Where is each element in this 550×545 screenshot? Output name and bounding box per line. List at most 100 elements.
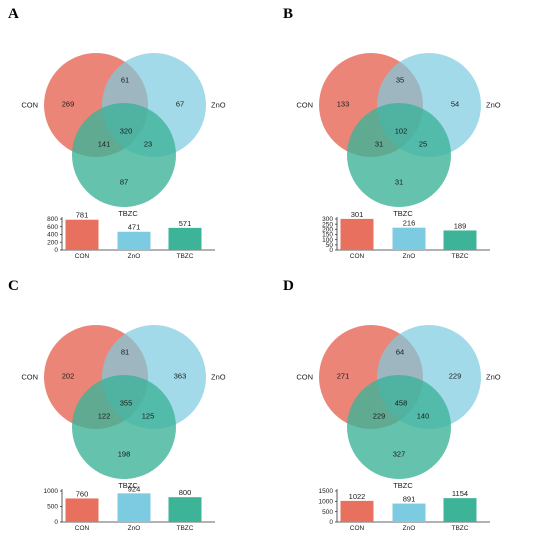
venn-circles (319, 53, 481, 207)
x-tick-label: ZnO (128, 525, 141, 532)
bar-value-label: 760 (76, 489, 89, 498)
bar-con (65, 219, 99, 250)
y-tick-label: 500 (322, 509, 333, 516)
y-tick-label: 1000 (44, 488, 59, 495)
region-count-ac: 122 (98, 412, 111, 421)
bar-zno (392, 503, 426, 522)
venn-circles (44, 325, 206, 479)
bar-chart: 0 500 1000 1500 1022 CON 891 ZnO 1154 TBZC (319, 488, 490, 532)
bar-tbzc (443, 230, 477, 250)
region-count-bc: 140 (417, 412, 430, 421)
panel-letter: C (8, 278, 19, 294)
label-tbzc: TBZC (118, 481, 138, 490)
label-con: CON (21, 373, 38, 382)
region-count-ab: 64 (396, 348, 404, 357)
x-tick-label: TBZC (177, 253, 194, 260)
bar-tbzc (443, 498, 477, 522)
y-tick-label: 600 (47, 224, 58, 231)
region-count-b-only: 54 (451, 100, 459, 109)
y-tick-label: 0 (54, 519, 58, 526)
bar-value-label: 571 (179, 219, 192, 228)
label-con: CON (21, 101, 38, 110)
circle-tbzc (72, 375, 176, 479)
venn-panel-a: A CON ZnO TBZC 269 67 87 61 141 23 320 0 200 400 600 80… (0, 0, 275, 272)
bar-zno (117, 493, 151, 522)
x-tick-label: CON (350, 253, 365, 260)
y-tick-label: 200 (47, 239, 58, 246)
x-tick-label: ZnO (403, 253, 416, 260)
panel-letter: A (8, 6, 19, 22)
label-zno: ZnO (486, 373, 501, 382)
venn-diagram: D CON ZnO TBZC 271 229 327 64 229 140 458 0 500 1000 1… (283, 278, 501, 532)
region-count-ac: 141 (98, 140, 111, 149)
region-count-a-only: 202 (62, 372, 75, 381)
x-tick-label: ZnO (128, 253, 141, 260)
bar-value-label: 216 (403, 219, 416, 228)
x-tick-label: CON (75, 253, 90, 260)
circle-tbzc (347, 103, 451, 207)
region-count-a-only: 269 (62, 100, 75, 109)
x-tick-label: CON (350, 525, 365, 532)
bar-tbzc (168, 227, 202, 250)
region-count-ab: 81 (121, 348, 129, 357)
venn-circles (319, 325, 481, 479)
region-count-abc: 458 (395, 399, 408, 408)
panel-letter: D (283, 278, 294, 294)
region-count-c-only: 327 (393, 450, 406, 459)
label-tbzc: TBZC (118, 209, 138, 218)
venn-diagram: A CON ZnO TBZC 269 67 87 61 141 23 320 020040060080… (8, 6, 226, 260)
region-count-bc: 125 (142, 412, 155, 421)
bar-zno (392, 227, 426, 250)
bar-value-label: 781 (76, 211, 89, 220)
y-tick-label: 1500 (319, 488, 334, 495)
bar-tbzc (168, 497, 202, 522)
label-zno: ZnO (211, 101, 226, 110)
venn-diagram: C CON ZnO TBZC 202 363 198 81 122 125 355 0 500 1000 7… (8, 278, 226, 532)
bar-value-label: 471 (128, 223, 141, 232)
region-count-b-only: 67 (176, 100, 184, 109)
region-count-b-only: 229 (449, 372, 462, 381)
y-tick-label: 400 (47, 232, 58, 239)
label-con: CON (296, 373, 313, 382)
region-count-bc: 25 (419, 140, 427, 149)
region-count-a-only: 133 (337, 100, 350, 109)
region-count-abc: 355 (120, 399, 133, 408)
bar-con (340, 218, 374, 250)
bar-value-label: 891 (403, 495, 416, 504)
venn-circles (44, 53, 206, 207)
region-count-c-only: 31 (395, 178, 403, 187)
bar-chart: 0 500 1000 760 CON 924 ZnO 800 TBZC (44, 484, 215, 532)
label-zno: ZnO (486, 101, 501, 110)
venn-panel-d: D CON ZnO TBZC 271 229 327 64 229 140 458 0 500 1000 1… (275, 272, 550, 544)
bar-value-label: 1022 (349, 492, 366, 501)
region-count-a-only: 271 (337, 372, 350, 381)
y-tick-label: 800 (47, 216, 58, 223)
circle-tbzc (347, 375, 451, 479)
y-tick-label: 100 (322, 237, 333, 244)
region-count-ac: 229 (373, 412, 386, 421)
bar-value-label: 924 (128, 484, 141, 493)
y-tick-label: 0 (329, 519, 333, 526)
bar-con (65, 498, 99, 522)
bar-value-label: 189 (454, 221, 467, 230)
region-count-c-only: 87 (120, 178, 128, 187)
label-con: CON (296, 101, 313, 110)
region-count-ac: 31 (375, 140, 383, 149)
region-count-ab: 61 (121, 76, 129, 85)
y-tick-label: 1000 (319, 499, 334, 506)
y-tick-label: 500 (47, 504, 58, 511)
y-tick-label: 300 (322, 216, 333, 223)
bar-zno (117, 231, 151, 250)
y-tick-label: 0 (54, 247, 58, 254)
y-tick-label: 50 (326, 242, 334, 249)
region-count-c-only: 198 (118, 450, 131, 459)
region-count-ab: 35 (396, 76, 404, 85)
x-tick-label: TBZC (177, 525, 194, 532)
bar-value-label: 800 (179, 488, 192, 497)
circle-tbzc (72, 103, 176, 207)
panel-letter: B (283, 6, 293, 22)
label-tbzc: TBZC (393, 209, 413, 218)
x-tick-label: TBZC (452, 253, 469, 260)
